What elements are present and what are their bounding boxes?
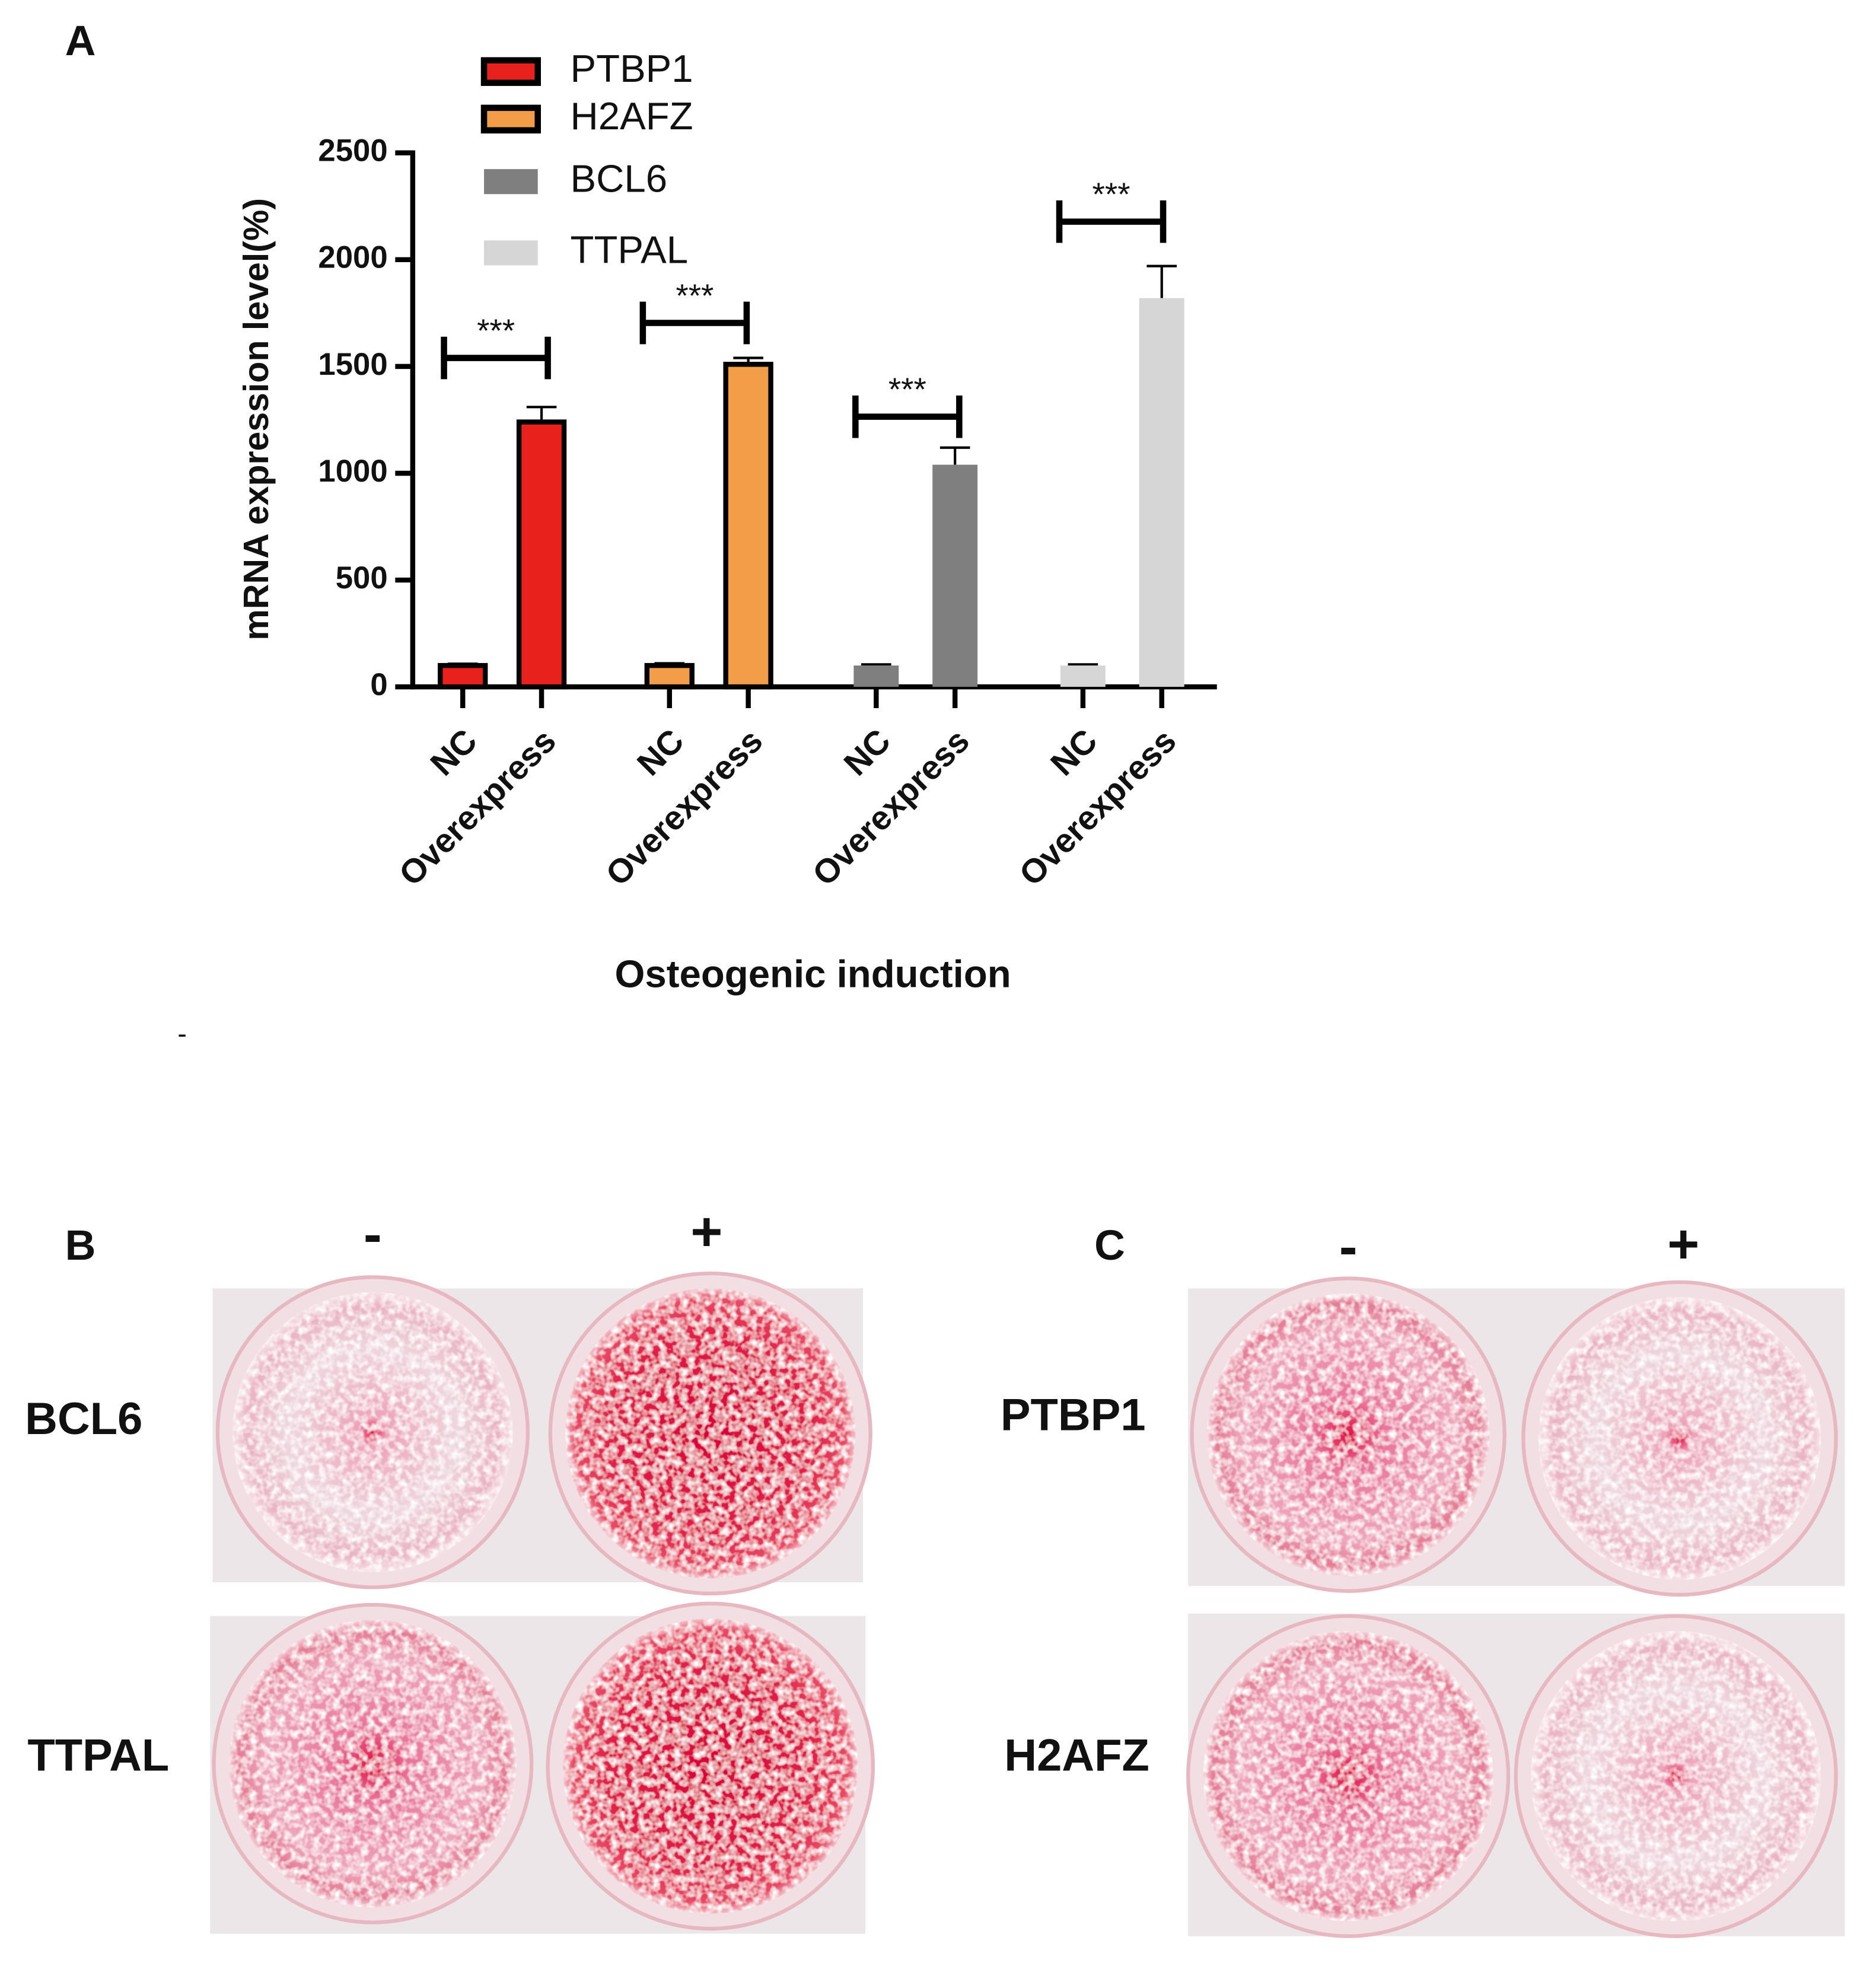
well: [562, 1618, 858, 1914]
x-tick-label: NC: [630, 722, 691, 783]
y-tick-label: 2500: [318, 133, 387, 168]
plate-photos: - + BCL6 TTPAL - + PTBP1 H2AFZ: [25, 1200, 1845, 1938]
legend-swatch: [484, 240, 538, 266]
well: [1203, 1631, 1493, 1922]
y-tick-label: 500: [336, 560, 388, 595]
legend-swatch: [480, 104, 541, 134]
bar: [1060, 665, 1106, 687]
well: [232, 1292, 513, 1573]
x-tick-label: NC: [423, 722, 485, 783]
column-label: -: [364, 1203, 382, 1265]
legend-label: BCL6: [571, 157, 668, 200]
bar: [644, 662, 695, 690]
well: [228, 1620, 517, 1908]
legend-label: H2AFZ: [571, 94, 693, 138]
well: [565, 1288, 856, 1579]
y-axis-label: mRNA expression level(%): [237, 198, 276, 641]
bar: [853, 665, 899, 687]
panel-label: B: [65, 1222, 96, 1269]
y-tick-label: 2000: [318, 240, 387, 275]
significance: ***: [888, 371, 926, 407]
row-label: H2AFZ: [1004, 1730, 1149, 1780]
column-label: -: [1339, 1216, 1358, 1277]
legend-swatch: [480, 57, 541, 86]
y-tick-label: 1500: [318, 347, 387, 382]
bar: [438, 662, 488, 690]
well: [1206, 1293, 1490, 1576]
column-label: +: [1667, 1213, 1699, 1275]
bar: [932, 464, 978, 687]
dash: -: [177, 1018, 186, 1049]
bar: [1139, 298, 1184, 687]
row-label: BCL6: [25, 1394, 142, 1444]
significance: ***: [477, 312, 515, 349]
row-label: TTPAL: [27, 1730, 169, 1780]
well: [1538, 1297, 1821, 1580]
legend-label: PTBP1: [571, 47, 693, 90]
y-tick-label: 1000: [318, 454, 387, 489]
row-label: PTBP1: [1001, 1390, 1146, 1441]
x-tick-label: NC: [837, 722, 898, 783]
bar: [723, 362, 773, 690]
legend-label: TTPAL: [571, 228, 689, 272]
x-tick-label: NC: [1043, 722, 1104, 783]
significance: ***: [676, 277, 714, 314]
well: [1531, 1631, 1821, 1922]
legend-swatch: [484, 169, 538, 195]
panel-label: C: [1094, 1222, 1125, 1269]
column-label: +: [690, 1200, 722, 1262]
y-tick-label: 0: [370, 667, 387, 702]
x-axis-label: Osteogenic induction: [615, 952, 1011, 996]
bar: [516, 419, 567, 690]
panel-label: A: [65, 17, 96, 65]
significance: ***: [1093, 176, 1130, 212]
bar-chart: 0 500 1000 1500 2000 2500 mRNA expression leve…: [237, 47, 1217, 996]
